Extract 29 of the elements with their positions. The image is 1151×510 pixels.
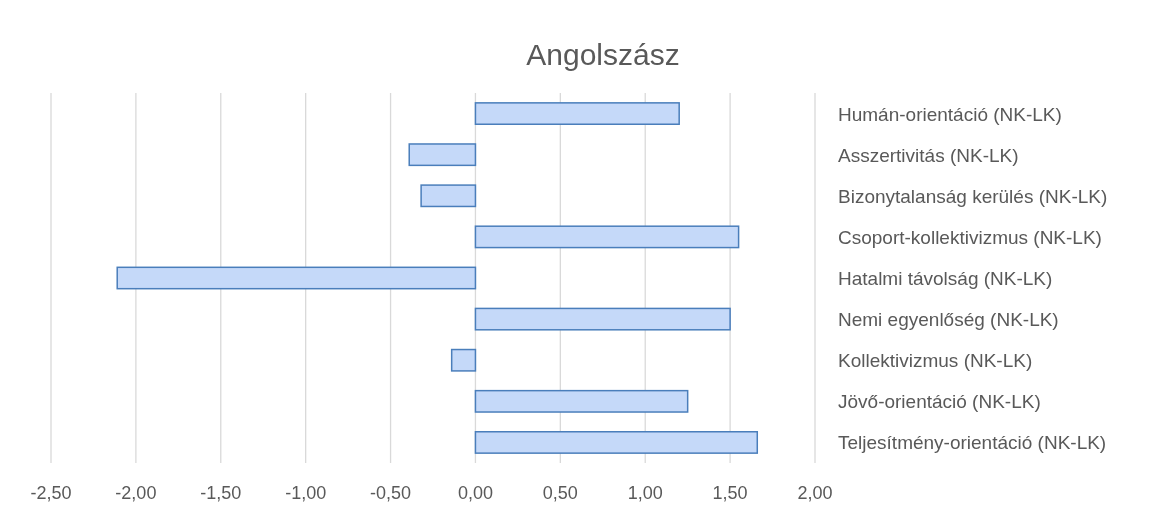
y-tick-label: Humán-orientáció (NK-LK) [838, 103, 1062, 125]
x-tick-label: 0,00 [457, 483, 493, 503]
bar [474, 225, 740, 249]
chart-title: Angolszász [526, 38, 680, 71]
x-tick-label: 0,50 [542, 483, 578, 503]
x-tick-label: -2,50 [30, 483, 72, 503]
x-tick-label: -0,50 [370, 483, 412, 503]
y-tick-label: Asszertivitás (NK-LK) [838, 144, 1019, 166]
x-tick-label: 1,00 [627, 483, 663, 503]
y-tick-label: Hatalmi távolság (NK-LK) [838, 267, 1053, 289]
bar [408, 143, 477, 167]
x-tick-label: 2,00 [797, 483, 833, 503]
bar [474, 307, 731, 331]
y-tick-label: Csoport-kollektivizmus (NK-LK) [838, 226, 1102, 248]
x-tick-label: -1,00 [285, 483, 327, 503]
bar [450, 348, 477, 372]
y-tick-label: Nemi egyenlőség (NK-LK) [838, 308, 1059, 330]
x-tick-label: -2,00 [115, 483, 157, 503]
y-tick-label: Bizonytalanság kerülés (NK-LK) [838, 185, 1108, 207]
bar [420, 184, 477, 208]
bar [474, 102, 680, 125]
bar [474, 389, 689, 413]
y-tick-label: Teljesítmény-orientáció (NK-LK) [838, 431, 1107, 453]
y-tick-label: Jövő-orientáció (NK-LK) [838, 390, 1041, 412]
x-tick-label: -1,50 [200, 483, 242, 503]
x-tick-label: 1,50 [712, 483, 748, 503]
y-tick-label: Kollektivizmus (NK-LK) [838, 349, 1033, 371]
bar [116, 266, 477, 290]
bar [474, 431, 759, 454]
